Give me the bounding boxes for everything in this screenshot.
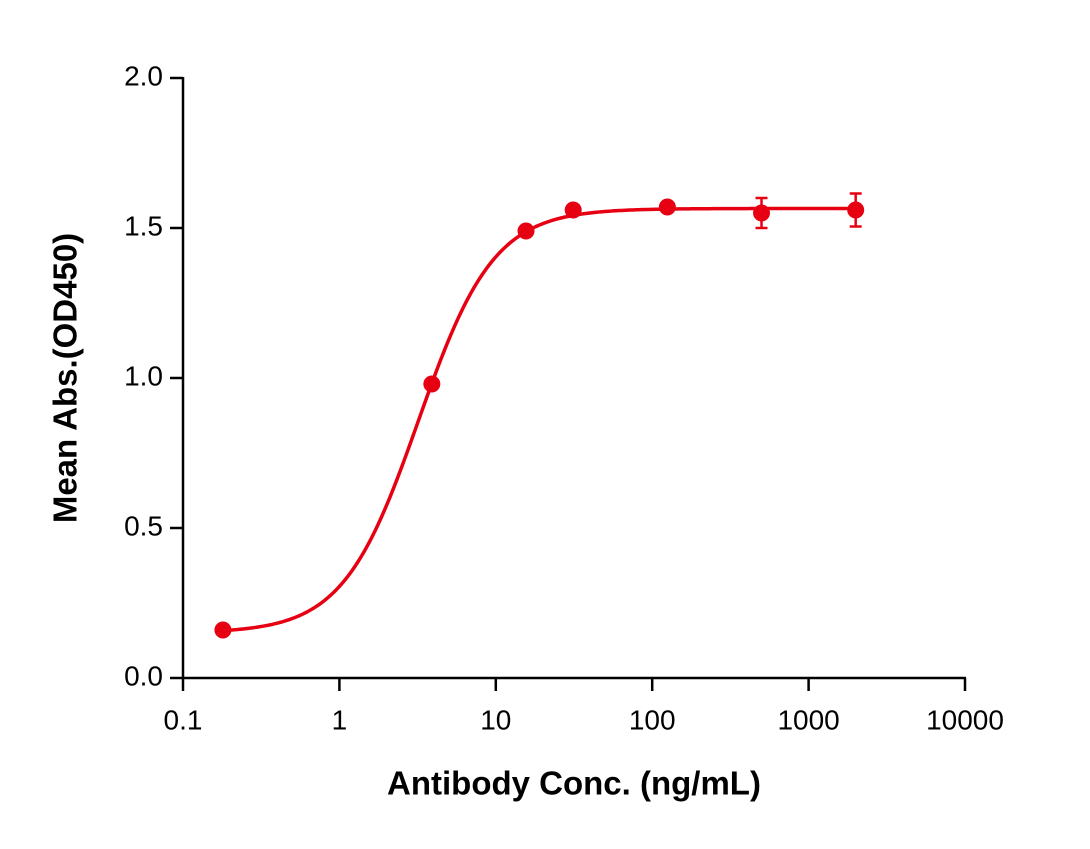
y-tick-label: 0.0 (124, 660, 163, 691)
y-tick-label: 2.0 (124, 60, 163, 91)
x-tick-label: 100 (629, 704, 676, 735)
y-tick-label: 1.0 (124, 360, 163, 391)
x-tick-label: 10 (480, 704, 511, 735)
x-tick-label: 1 (332, 704, 348, 735)
data-point (423, 375, 441, 393)
data-point (847, 201, 865, 219)
y-tick-label: 1.5 (124, 210, 163, 241)
fit-curve (222, 206, 856, 633)
x-axis-title: Antibody Conc. (ng/mL) (387, 765, 761, 802)
x-tick-label: 0.1 (164, 704, 203, 735)
data-point (564, 201, 582, 219)
x-tick-label: 1000 (777, 704, 839, 735)
data-point (658, 198, 676, 216)
data-point (517, 222, 535, 240)
x-tick-label: 10000 (926, 704, 1004, 735)
data-point (753, 204, 771, 222)
y-axis-title: Mean Abs.(OD450) (47, 233, 84, 523)
y-tick-label: 0.5 (124, 510, 163, 541)
data-point (214, 621, 232, 639)
